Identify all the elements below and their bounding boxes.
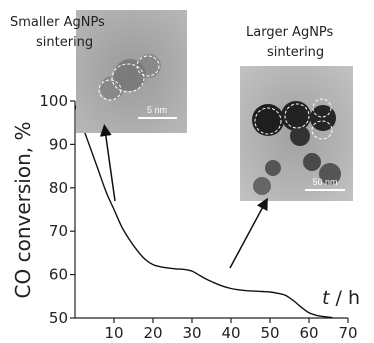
y-axis-label: CO conversion, % — [11, 122, 35, 299]
x-tick-label: 40 — [221, 324, 240, 342]
x-tick-label: 20 — [143, 324, 162, 342]
series-line-co-conversion — [74, 105, 333, 319]
y-tick-label: 80 — [49, 179, 68, 197]
x-tick-label: 60 — [299, 324, 318, 342]
x-tick-label: 10 — [104, 324, 123, 342]
x-tick-label: 70 — [338, 324, 357, 342]
caption-large-line2: sintering — [267, 45, 324, 60]
y-tick-label: 90 — [49, 135, 68, 153]
caption-large-line1: Larger AgNPs — [246, 25, 334, 40]
x-axis-unit: h — [348, 287, 360, 309]
scale-bar-50nm: 50 nm — [312, 177, 337, 187]
y-tick-label: 100 — [39, 92, 68, 110]
y-tick-label: 50 — [49, 309, 68, 327]
arrow-to-small-agnps — [99, 124, 116, 202]
x-ticks: 10 20 30 40 50 60 70 — [104, 318, 358, 342]
x-axis-label: t / h — [322, 287, 360, 309]
caption-small-line2: sintering — [36, 35, 93, 50]
y-tick-label: 70 — [49, 222, 68, 240]
caption-small-line1: Smaller AgNPs — [10, 15, 105, 30]
y-tick-label: 60 — [49, 266, 68, 284]
plot-axes — [74, 101, 348, 319]
x-tick-label: 30 — [182, 324, 201, 342]
x-axis-variable: t — [322, 287, 331, 309]
y-ticks: 50 60 70 80 90 100 — [39, 92, 75, 327]
tem-image-large-agnps: 50 nm — [240, 66, 353, 201]
tem-image-small-agnps: 5 nm — [76, 10, 187, 133]
x-tick-label: 50 — [260, 324, 279, 342]
arrow-to-large-agnps — [229, 197, 268, 269]
scale-bar-5nm: 5 nm — [147, 105, 167, 115]
